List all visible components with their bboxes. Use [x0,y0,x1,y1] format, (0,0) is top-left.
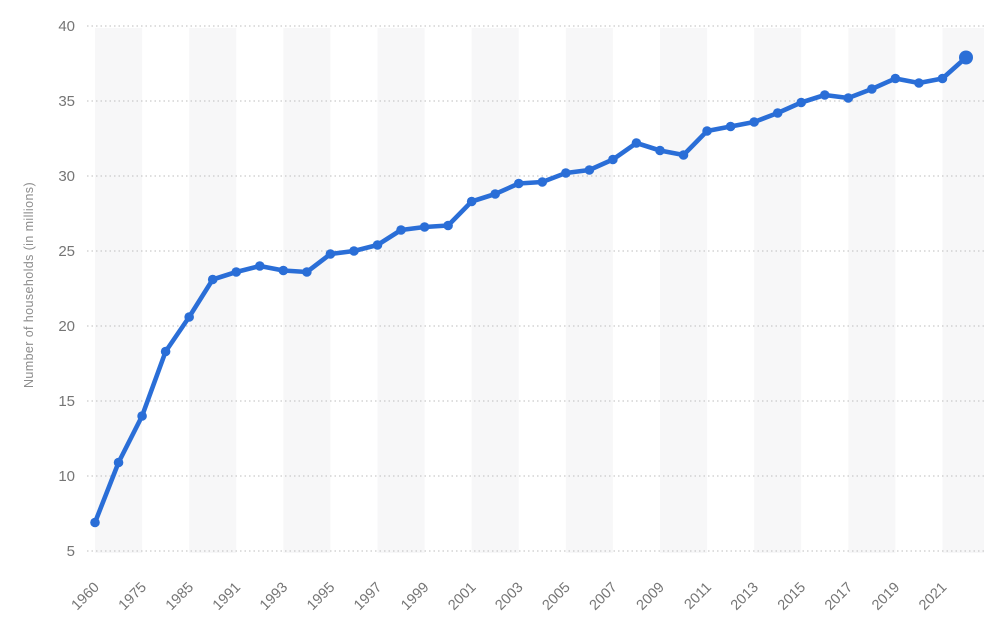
x-tick-label: 1975 [116,580,150,614]
x-tick: 1999 [398,580,432,614]
x-tick: 2017 [822,580,856,614]
data-point[interactable] [914,78,924,88]
data-point[interactable] [867,84,877,94]
data-point[interactable] [113,457,124,468]
data-point[interactable] [678,150,689,160]
data-point[interactable] [819,90,830,100]
data-point[interactable] [137,411,147,421]
background-band [283,28,331,553]
x-tick: 2005 [540,580,574,614]
data-point[interactable] [278,265,289,276]
x-tick: 1991 [210,580,244,614]
background-band [189,28,237,553]
data-point[interactable] [302,267,312,277]
x-tick: 2007 [587,580,621,614]
data-point[interactable] [843,93,854,103]
y-tick-label: 10 [58,468,75,485]
data-point[interactable] [490,189,500,199]
x-tick: 2015 [775,580,809,614]
x-tick: 2001 [445,580,479,614]
data-point[interactable] [396,225,406,235]
x-tick-label: 2021 [916,580,950,614]
background-band [659,28,708,553]
y-tick-label: 20 [58,318,75,335]
data-point[interactable] [513,178,524,189]
background-band [377,28,425,553]
x-tick-label: 2015 [775,580,809,614]
x-tick: 1993 [257,580,291,614]
x-tick-label: 2007 [587,580,621,614]
background-band [848,28,896,553]
x-tick-label: 2003 [492,580,526,614]
data-point[interactable] [631,138,642,148]
data-point[interactable] [90,517,100,528]
x-tick-label: 1960 [69,580,103,614]
x-tick: 1975 [116,580,150,614]
data-point[interactable] [584,165,595,175]
data-point[interactable] [702,126,712,136]
x-tick: 2009 [634,580,668,614]
x-tick-label: 2017 [822,580,856,614]
data-point[interactable] [325,249,336,259]
data-point[interactable] [608,154,618,165]
y-tick-label: 35 [58,93,75,110]
data-point[interactable] [160,346,171,357]
y-tick-label: 15 [58,393,75,410]
x-tick-label: 2013 [728,580,762,614]
data-point[interactable] [725,121,736,132]
x-tick: 2003 [492,580,526,614]
x-tick-label: 2005 [540,580,574,614]
y-tick-label: 5 [67,543,75,560]
x-tick: 2013 [728,580,762,614]
x-tick-label: 1999 [398,580,432,614]
x-tick-label: 2001 [445,580,479,614]
data-point[interactable] [561,168,571,178]
x-tick: 1997 [351,580,385,614]
x-tick-label: 2009 [634,580,668,614]
x-tick-label: 1995 [304,580,338,614]
data-point[interactable] [231,267,242,277]
data-point[interactable] [959,50,973,65]
data-point[interactable] [207,274,218,285]
y-tick-label: 40 [58,18,75,35]
background-band [471,28,519,553]
background-band [565,28,613,553]
data-point[interactable] [655,145,665,156]
data-point[interactable] [254,261,265,271]
background-band [95,28,143,553]
data-point[interactable] [772,108,783,118]
data-point[interactable] [796,97,807,108]
x-tick: 1985 [163,580,197,614]
x-tick: 2011 [682,580,715,613]
x-tick: 2021 [916,580,950,614]
y-tick-label: 30 [58,168,75,185]
x-tick-label: 1997 [351,580,385,614]
x-tick-label: 1991 [210,580,244,614]
data-point[interactable] [466,196,477,207]
data-point[interactable] [890,73,901,84]
data-point[interactable] [419,222,430,232]
x-tick-label: 2019 [869,580,903,614]
x-tick: 2019 [869,580,903,614]
data-point[interactable] [749,117,759,127]
x-tick: 1960 [69,580,103,614]
data-point[interactable] [537,177,548,187]
data-point[interactable] [443,220,453,231]
data-point[interactable] [184,312,194,322]
x-tick: 1995 [304,580,338,614]
background-band [942,28,984,553]
x-tick-label: 1985 [163,580,197,614]
y-axis-title: Number of households (in millions) [22,181,36,389]
x-tick-label: 2011 [682,580,715,613]
y-tick-label: 25 [58,243,75,260]
data-point[interactable] [349,246,359,256]
data-point[interactable] [372,240,383,250]
x-tick-label: 1993 [257,580,291,614]
data-point[interactable] [937,73,948,84]
